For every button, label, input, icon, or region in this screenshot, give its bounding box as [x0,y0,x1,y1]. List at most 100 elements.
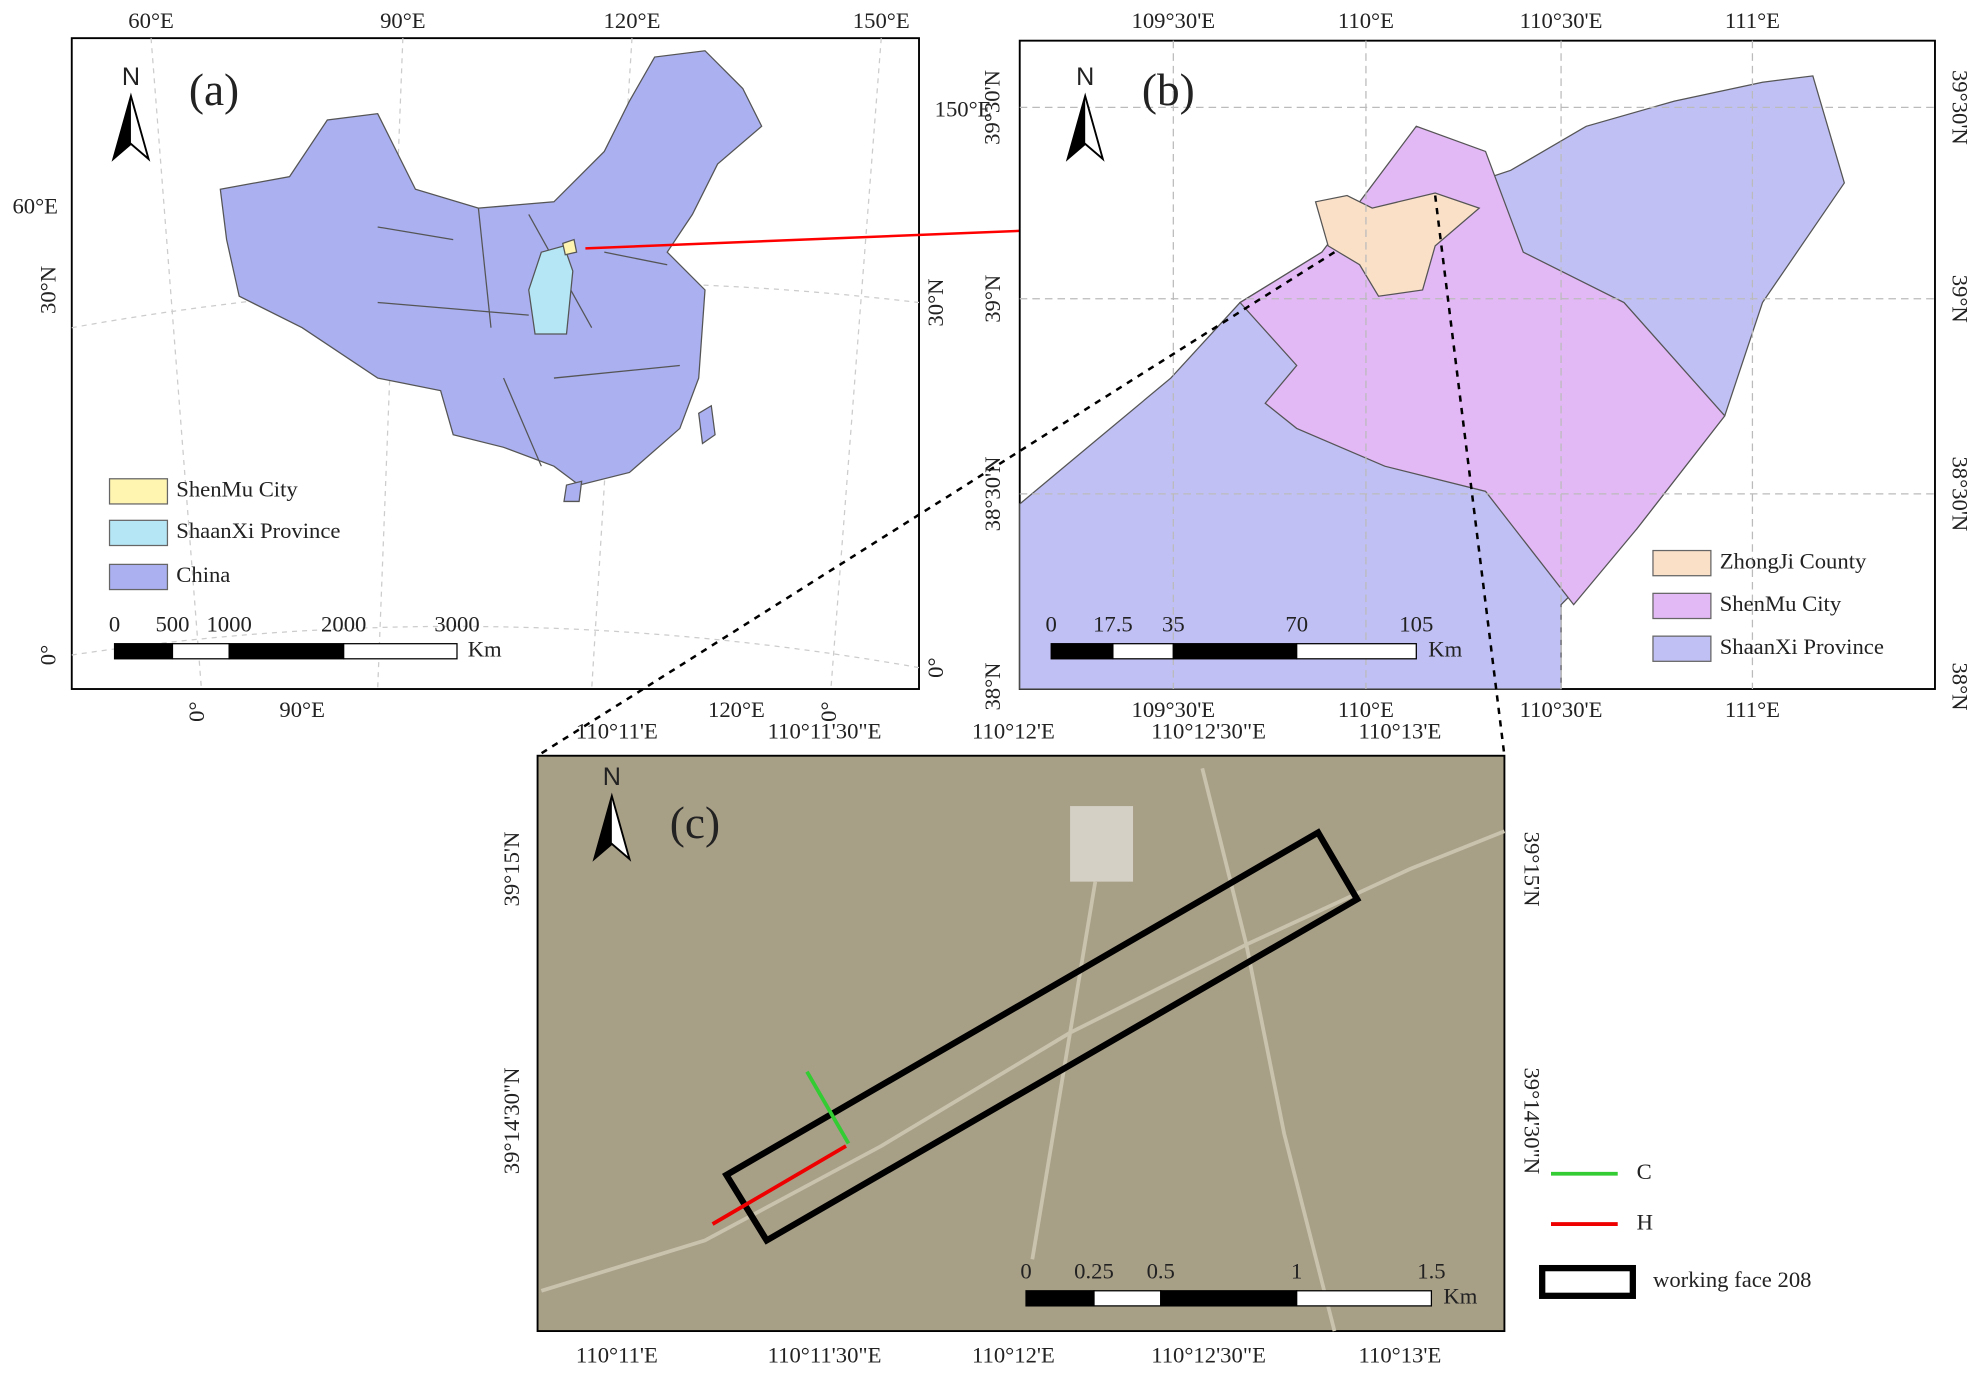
bottom-tick-label: 0° [184,701,209,721]
left-tick-label: 30°N [36,266,61,314]
scale-label: 70 [1285,611,1308,636]
left-tick-label: 39°30'N [980,70,1005,145]
legend-label: ShaanXi Province [176,518,340,543]
top-tick-label: 110°11'30"E [768,718,882,743]
bottom-tick-label: 110°12'E [972,1343,1055,1368]
scale-label: 0 [1020,1258,1031,1283]
bottom-tick-label: 109°30'E [1132,697,1216,722]
left-tick-label: 60°E [12,193,58,218]
legend-swatch [1652,635,1712,662]
top-tick-label: 109°30'E [1132,8,1216,33]
scale-unit: Km [1443,1284,1477,1309]
scale-label: 0.25 [1074,1258,1114,1283]
right-tick-label: 38°30'N [1947,456,1972,531]
line-c [805,1070,851,1145]
bottom-tick-label: 110°E [1338,697,1394,722]
china [219,50,763,486]
bottom-tick-label: 90°E [279,697,325,722]
legend-swatch [1652,549,1712,577]
scale-label: 1 [1291,1258,1302,1283]
bottom-tick-label: 0° [816,701,841,721]
scale-segment [1093,1290,1162,1307]
scale-segment [1296,1290,1433,1307]
top-tick-label: 110°12'30"E [1151,718,1266,743]
bottom-tick-label: 110°12'30"E [1151,1343,1266,1368]
graticule-b [1019,40,1935,690]
legend-swatch [108,519,169,547]
scale-label: 3000 [434,611,479,636]
scale-unit: Km [468,636,502,661]
left-tick-label: 0° [36,645,61,665]
top-tick-label: 110°12'E [972,718,1055,743]
shenmu [562,238,578,256]
legend-label: ShenMu City [1720,591,1842,616]
legend-label: ZhongJi County [1720,548,1867,573]
legend-label: ShenMu City [176,477,298,502]
scale-label: 0.5 [1147,1258,1175,1283]
left-tick-label: 39°15'N [499,832,524,907]
right-tick-label: 39°14'30"N [1519,1067,1544,1174]
north-label: N [1076,63,1094,91]
right-tick-label: 39°30'N [1947,70,1972,145]
legend-face-swatch [1539,1264,1636,1299]
top-tick-label: 110°13'E [1359,718,1442,743]
top-tick-label: 110°30'E [1520,8,1603,33]
bottom-tick-label: 110°13'E [1359,1343,1442,1368]
top-tick-label: 111°E [1725,8,1780,33]
panel-label: (c) [670,798,720,848]
top-tick-label: 60°E [128,8,174,33]
scale-segment [1025,1290,1095,1307]
bottom-tick-label: 110°11'30"E [768,1343,882,1368]
scale-label: 0 [1046,611,1057,636]
legend-label: ShaanXi Province [1720,634,1884,659]
scale-segment [113,643,174,660]
north-arrow-half [1067,96,1086,160]
scale-segment [1050,643,1114,660]
scale-label: 2000 [321,611,366,636]
right-tick-label: 38°N [1947,662,1972,710]
scale-label: 105 [1399,611,1433,636]
top-tick-label: 110°11'E [576,718,658,743]
zhongji [1314,192,1481,297]
right-tick-label: 30°N [923,278,948,326]
roads [540,767,1506,1332]
working-face [722,828,1362,1245]
north-arrow-half [594,796,612,859]
bottom-tick-label: 110°30'E [1520,697,1603,722]
scale-segment [1112,643,1174,660]
scale-segment [1160,1290,1298,1307]
panel-label: (b) [1142,65,1195,115]
left-tick-label: 39°N [980,275,1005,323]
scale-segment [171,643,230,660]
scale-label: 35 [1162,611,1185,636]
satellite-image [536,754,1506,1333]
scale-label: 17.5 [1093,611,1133,636]
legend-swatch [1652,592,1712,620]
north-arrow-half [113,96,131,160]
bottom-tick-label: 120°E [708,697,765,722]
top-tick-label: 150°E [853,8,910,33]
left-tick-label: 39°14'30"N [499,1067,524,1174]
scale-segment [343,643,458,660]
scale-segment [228,643,345,660]
legend-swatch [108,478,169,505]
north-label: N [122,63,140,91]
bottom-tick-label: 111°E [1725,697,1780,722]
scale-segment [1296,643,1417,660]
top-tick-label: 90°E [380,8,426,33]
north-label: N [603,763,621,791]
left-tick-label: 38°N [980,662,1005,710]
right-tick-label: 39°15'N [1519,832,1544,907]
legend-label: working face 208 [1653,1267,1812,1292]
islands [563,404,716,503]
legend-label: H [1637,1209,1653,1234]
legend-swatch [108,563,169,591]
bottom-tick-label: 110°11'E [576,1343,658,1368]
scale-label: 1000 [206,611,251,636]
scale-unit: Km [1428,636,1462,661]
scale-label: 1.5 [1417,1258,1445,1283]
scale-label: 0 [109,611,120,636]
left-tick-label: 38°30'N [980,456,1005,531]
line-h [711,1144,847,1226]
